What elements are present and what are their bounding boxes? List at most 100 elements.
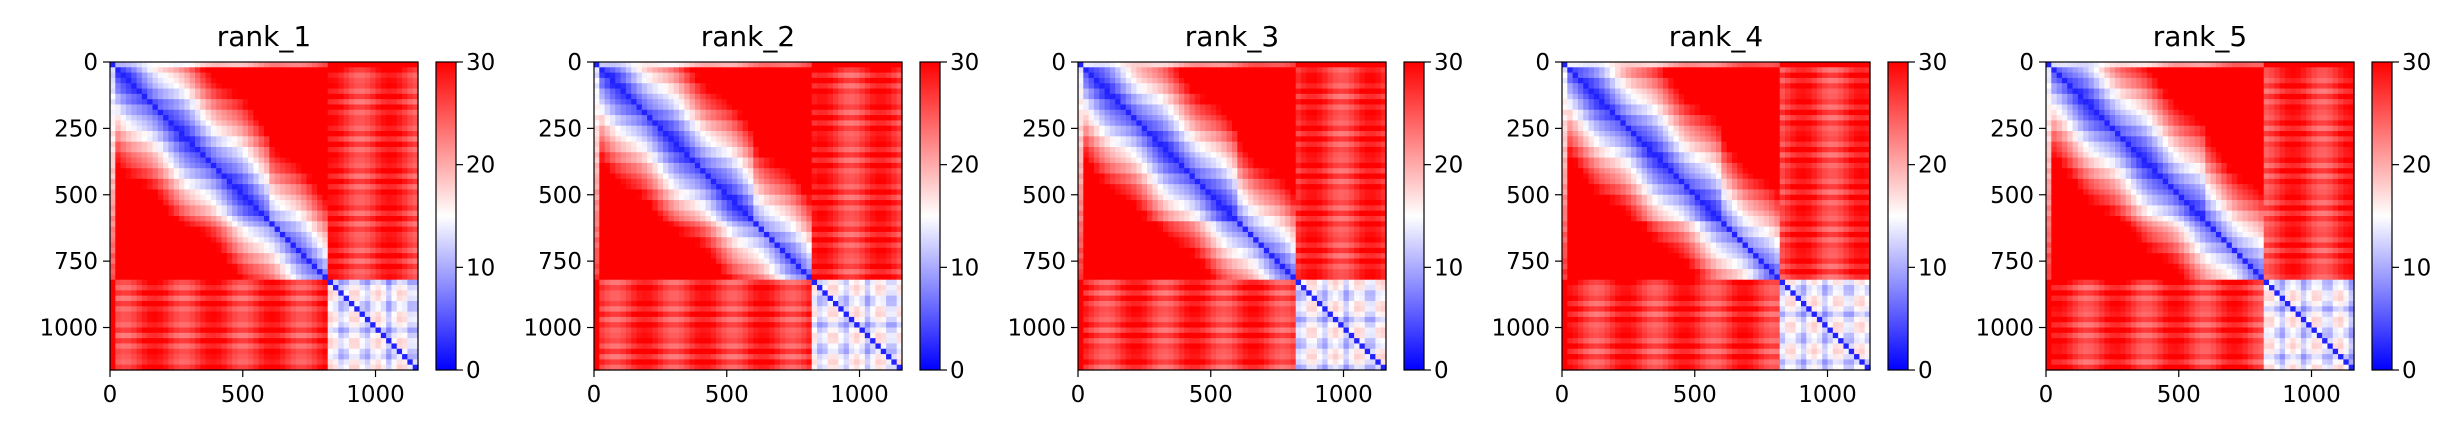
heatmap-cell [137, 83, 143, 89]
heatmap-cell [652, 195, 658, 201]
heatmap-cell [200, 274, 206, 280]
heatmap-cell [253, 290, 259, 296]
heatmap-cell [333, 189, 339, 195]
heatmap-cell [222, 136, 228, 142]
heatmap-cell [333, 258, 339, 264]
heatmap-cell [121, 243, 127, 249]
heatmap-cell [391, 269, 397, 275]
heatmap-cell [312, 200, 318, 206]
heatmap-cell [269, 269, 275, 275]
heatmap-cell [306, 359, 312, 365]
heatmap-cell [631, 174, 637, 180]
heatmap-cell [264, 349, 270, 355]
heatmap-cell [822, 200, 828, 206]
heatmap-cell [700, 147, 706, 153]
heatmap-cell [636, 110, 642, 116]
heatmap-cell [206, 147, 212, 153]
heatmap-cell [344, 205, 350, 211]
heatmap-cell [264, 94, 270, 100]
heatmap-cell [360, 274, 366, 280]
heatmap-cell [790, 120, 796, 126]
heatmap-cell [769, 99, 775, 105]
heatmap-cell [668, 94, 674, 100]
heatmap-cell [360, 253, 366, 259]
heatmap-cell [306, 67, 312, 73]
heatmap-cell [184, 78, 190, 84]
heatmap-cell [115, 142, 121, 148]
heatmap-cell [833, 126, 839, 132]
heatmap-cell [759, 131, 765, 137]
heatmap-cell [206, 264, 212, 270]
heatmap-cell [806, 158, 812, 164]
heatmap-cell [354, 349, 360, 355]
heatmap-cell [147, 290, 153, 296]
heatmap-cell [891, 200, 897, 206]
heatmap-cell [695, 126, 701, 132]
heatmap-cell [727, 78, 733, 84]
heatmap-cell [285, 301, 291, 307]
heatmap-cell [232, 179, 238, 185]
heatmap-cell [264, 274, 270, 280]
heatmap-cell [344, 67, 350, 73]
heatmap-cell [211, 248, 217, 254]
heatmap-cell [200, 115, 206, 121]
heatmap-cell [386, 343, 392, 349]
heatmap-cell [860, 104, 866, 110]
heatmap-cell [365, 152, 371, 158]
heatmap-cell [253, 359, 259, 365]
heatmap-cell [328, 243, 334, 249]
heatmap-cell [381, 338, 387, 344]
heatmap-cell [748, 179, 754, 185]
heatmap-cell [801, 147, 807, 153]
heatmap-cell [147, 179, 153, 185]
heatmap-cell [785, 83, 791, 89]
heatmap-cell [280, 110, 286, 116]
heatmap-cell [817, 62, 823, 68]
heatmap-cell [386, 248, 392, 254]
heatmap-cell [365, 195, 371, 201]
heatmap-cell [152, 333, 158, 339]
heatmap-cell [322, 126, 328, 132]
heatmap-cell [211, 158, 217, 164]
heatmap-cell [174, 200, 180, 206]
heatmap-cell [806, 142, 812, 148]
heatmap-cell [391, 343, 397, 349]
heatmap-cell [785, 179, 791, 185]
heatmap-cell [269, 237, 275, 243]
heatmap-cell [216, 243, 222, 249]
heatmap-cell [727, 73, 733, 79]
heatmap-cell [349, 142, 355, 148]
heatmap-cell [248, 89, 254, 95]
heatmap-cell [865, 158, 871, 164]
heatmap-cell [828, 67, 834, 73]
heatmap-cell [275, 264, 281, 270]
heatmap-cell [163, 195, 169, 201]
heatmap-cell [296, 163, 302, 169]
heatmap-cell [291, 349, 297, 355]
heatmap-cell [828, 174, 834, 180]
heatmap-cell [716, 67, 722, 73]
heatmap-cell [222, 163, 228, 169]
heatmap-cell [716, 62, 722, 68]
heatmap-cell [158, 110, 164, 116]
heatmap-cell [344, 301, 350, 307]
heatmap-cell [200, 205, 206, 211]
heatmap-cell [200, 258, 206, 264]
heatmap-cell [838, 78, 844, 84]
heatmap-cell [716, 184, 722, 190]
heatmap-cell [285, 142, 291, 148]
heatmap-cell [115, 184, 121, 190]
heatmap-cell [711, 131, 717, 137]
heatmap-cell [110, 221, 116, 227]
heatmap-cell [243, 189, 249, 195]
heatmap-cell [365, 285, 371, 291]
heatmap-cell [737, 83, 743, 89]
heatmap-cell [264, 163, 270, 169]
heatmap-cell [338, 269, 344, 275]
heatmap-cell [769, 115, 775, 121]
heatmap-cell [753, 110, 759, 116]
heatmap-cell [328, 94, 334, 100]
heatmap-cell [642, 131, 648, 137]
heatmap-cell [397, 205, 403, 211]
heatmap-cell [328, 280, 334, 286]
